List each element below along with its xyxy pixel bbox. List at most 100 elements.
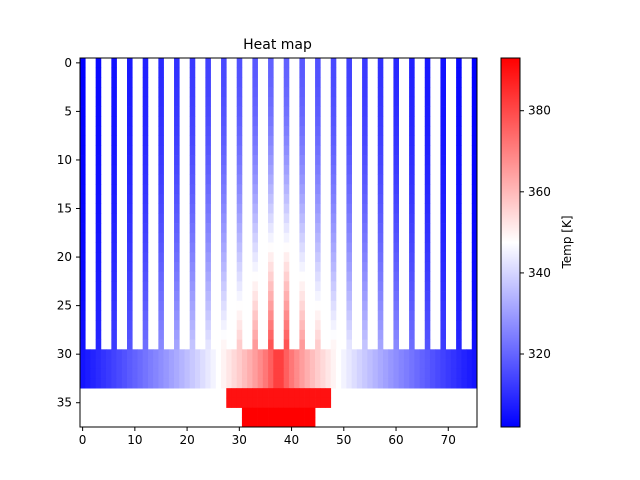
heatmap-cell — [393, 213, 399, 224]
heatmap-cell — [283, 300, 290, 311]
heatmap-cell — [393, 96, 399, 107]
heatmap-cell — [95, 349, 102, 360]
heatmap-cell — [205, 291, 211, 302]
heatmap-cell — [362, 164, 368, 175]
heatmap-cell — [471, 252, 478, 263]
heatmap-cell — [362, 184, 368, 195]
heatmap-cell — [174, 135, 180, 146]
heatmap-cell — [393, 339, 399, 350]
heatmap-cell — [283, 203, 290, 214]
heatmap-cell — [456, 125, 462, 137]
heatmap-cell — [403, 349, 410, 360]
heatmap-cell — [147, 368, 154, 379]
heatmap-cell — [95, 261, 102, 272]
heatmap-cell — [325, 388, 332, 399]
heatmap-cell — [262, 349, 269, 360]
heatmap-cell — [403, 359, 410, 370]
heatmap-cell — [283, 397, 290, 408]
heatmap-cell — [252, 184, 258, 195]
heatmap-cell — [294, 359, 300, 370]
heatmap-cell — [142, 291, 149, 302]
heatmap-cell — [189, 96, 196, 107]
heatmap-cell — [111, 125, 117, 137]
heatmap-cell — [80, 349, 86, 360]
heatmap-cell — [174, 378, 180, 389]
y-tick-label: 5 — [64, 104, 72, 118]
heatmap-cell — [309, 349, 316, 360]
heatmap-cell — [456, 87, 462, 98]
heatmap-cell — [471, 135, 478, 146]
heatmap-cell — [315, 232, 321, 243]
heatmap-cell — [440, 378, 446, 389]
heatmap-cell — [257, 417, 264, 428]
heatmap-cell — [205, 368, 211, 379]
heatmap-cell — [424, 329, 431, 340]
heatmap-cell — [346, 203, 352, 214]
heatmap-cell — [252, 135, 258, 146]
heatmap-cell — [367, 349, 373, 360]
heatmap-cell — [393, 116, 399, 127]
heatmap-cell — [456, 203, 462, 214]
heatmap-cell — [111, 310, 117, 321]
heatmap-cell — [393, 359, 399, 370]
heatmap-cell — [189, 339, 196, 350]
heatmap-cell — [335, 359, 342, 370]
heatmap-cell — [252, 203, 258, 214]
heatmap-cell — [241, 407, 248, 418]
heatmap-cell — [205, 329, 211, 340]
heatmap-cell — [372, 359, 379, 370]
heatmap-cell — [100, 378, 107, 389]
heatmap-cell — [158, 281, 164, 292]
heatmap-cell — [393, 184, 399, 195]
heatmap-cell — [95, 310, 102, 321]
heatmap-cell — [315, 310, 321, 321]
heatmap-cell — [330, 242, 337, 253]
heatmap-cell — [283, 320, 290, 331]
heatmap-cell — [273, 378, 279, 389]
heatmap-cell — [158, 261, 164, 272]
heatmap-cell — [205, 232, 211, 243]
heatmap-cell — [299, 67, 305, 78]
heatmap-cell — [111, 164, 117, 175]
heatmap-cell — [226, 378, 232, 389]
heatmap-cell — [330, 164, 337, 175]
heatmap-cell — [377, 67, 384, 78]
heatmap-cell — [456, 193, 462, 205]
heatmap-cell — [377, 184, 384, 195]
heatmap-cell — [414, 368, 420, 379]
colorbar-tick-label: 320 — [528, 347, 551, 361]
heatmap-cell — [179, 378, 185, 389]
heatmap-cell — [362, 320, 368, 331]
heatmap-cell — [221, 77, 227, 88]
heatmap-cell — [252, 67, 258, 78]
heatmap-cell — [424, 174, 431, 185]
heatmap-cell — [252, 223, 258, 234]
heatmap-cell — [440, 77, 446, 88]
heatmap-cell — [158, 339, 164, 350]
heatmap-cell — [111, 300, 117, 311]
heatmap-cell — [189, 310, 196, 321]
heatmap-cell — [424, 213, 431, 224]
heatmap-cell — [393, 242, 399, 253]
heatmap-cell — [362, 329, 368, 340]
heatmap-cell — [445, 378, 452, 389]
heatmap-cell — [221, 174, 227, 185]
heatmap-cell — [80, 106, 86, 117]
heatmap-cell — [95, 378, 102, 389]
heatmap-cell — [377, 349, 384, 360]
heatmap-cell — [393, 368, 399, 379]
heatmap-cell — [111, 223, 117, 234]
heatmap-cell — [127, 125, 133, 137]
heatmap-cell — [158, 184, 164, 195]
heatmap-cell — [80, 67, 86, 78]
heatmap-cell — [189, 145, 196, 156]
heatmap-cell — [80, 261, 86, 272]
heatmap-cell — [398, 359, 405, 370]
heatmap-cell — [95, 203, 102, 214]
heatmap-cell — [362, 174, 368, 185]
heatmap-cell — [236, 174, 243, 185]
heatmap-cell — [142, 203, 149, 214]
heatmap-cell — [111, 359, 117, 370]
heatmap-cell — [95, 271, 102, 282]
heatmap-cell — [362, 242, 368, 253]
